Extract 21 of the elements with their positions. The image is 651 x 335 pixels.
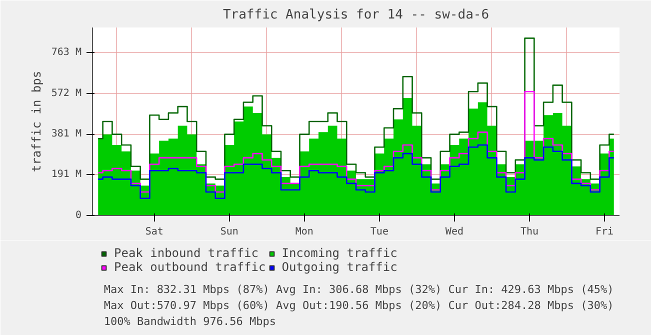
chart-title: Traffic Analysis for 14 -- sw-da-6 [222,8,490,22]
legend-label: Peak inbound traffic [114,246,258,260]
x-tick-label: Mon [295,226,314,238]
legend-label: Outgoing traffic [282,260,398,274]
x-tick-label: Fri [595,226,614,238]
y-tick-label: 191 M [51,169,82,180]
text: Max In: 832.31 Mbps (87%) Avg In: 306.68 Mbps (32%) Cur In: 429.63 Mbps (45%) [104,283,614,296]
text: Max Out:570.97 Mbps (60%) Avg Out:190.56 Mbps (20%) Cur Out:284.28 Mbps (30%) [104,299,614,312]
y-tick-label: 0 [75,210,82,221]
y-tick-label: 572 M [51,88,82,99]
text: 100% Bandwidth 976.56 Mbps [104,315,276,328]
x-tick-label: Thu [520,226,539,238]
legend-label: Incoming traffic [282,246,398,260]
x-tick-label: Wed [445,226,464,238]
legend-label: Peak outbound traffic [114,260,266,274]
x-tick-label: Sat [145,226,164,238]
x-tick-label: Tue [370,226,388,238]
y-tick-label: 381 M [51,128,82,140]
x-tick-label: Sun [220,226,238,238]
y-tick-label: 763 M [51,46,82,58]
y-axis-title: traffic in bps [29,70,44,172]
